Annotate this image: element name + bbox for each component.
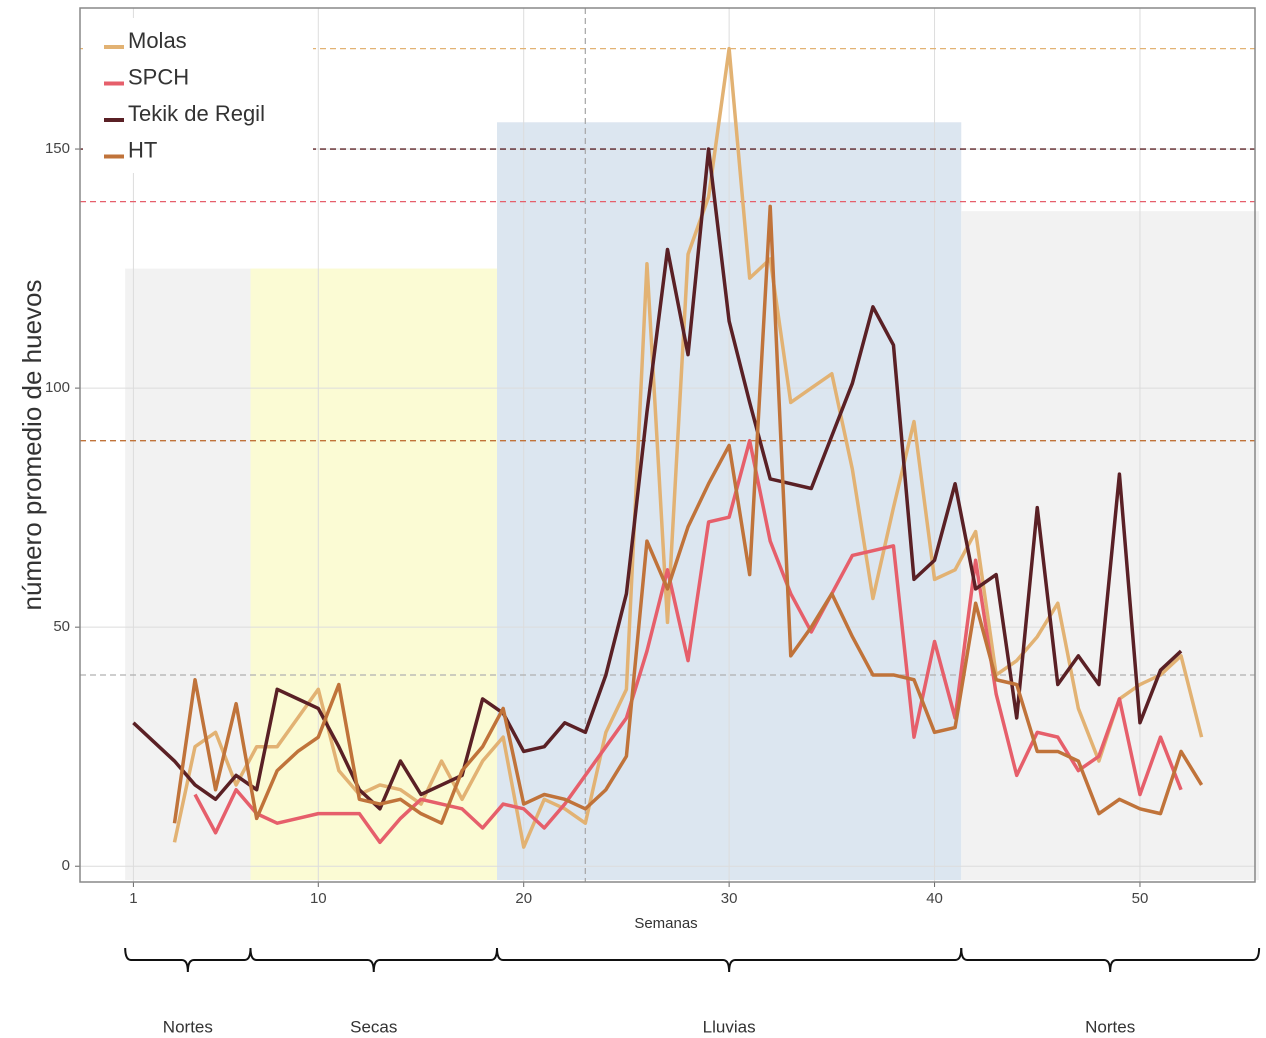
- series-line: [193, 438, 1183, 845]
- x-tick-label: 10: [310, 890, 327, 907]
- x-axis-label: Semanas: [634, 915, 697, 932]
- series-line: [172, 46, 1204, 849]
- x-tick-label: 1: [129, 890, 137, 907]
- season-bracket: [496, 947, 963, 973]
- season-span: [961, 211, 1260, 881]
- legend-label: SPCH: [128, 64, 189, 89]
- x-tick-label: 40: [926, 890, 943, 907]
- season-bracket: [249, 947, 499, 973]
- x-tick-label: 20: [515, 890, 532, 907]
- y-tick-label: 50: [53, 618, 70, 635]
- legend-box: [83, 18, 313, 173]
- y-tick-label: 100: [45, 379, 70, 396]
- series-line: [132, 147, 1183, 811]
- y-tick-label: 0: [62, 857, 70, 874]
- season-label: Nortes: [1085, 1017, 1135, 1036]
- y-axis-label: número promedio de huevos: [17, 280, 47, 611]
- season-bracket: [124, 947, 252, 973]
- x-tick-label: 50: [1132, 890, 1149, 907]
- season-label: Nortes: [163, 1017, 213, 1036]
- season-label: Lluvias: [703, 1017, 756, 1036]
- x-tick-label: 30: [721, 890, 738, 907]
- legend-label: Tekik de Regil: [128, 101, 265, 126]
- y-tick-label: 150: [45, 140, 70, 157]
- season-label: Secas: [350, 1017, 397, 1036]
- legend-label: Molas: [128, 28, 187, 53]
- series-line: [172, 204, 1204, 825]
- plot-frame: [79, 7, 1256, 883]
- legend-label: HT: [128, 137, 157, 162]
- season-bracket: [960, 947, 1261, 973]
